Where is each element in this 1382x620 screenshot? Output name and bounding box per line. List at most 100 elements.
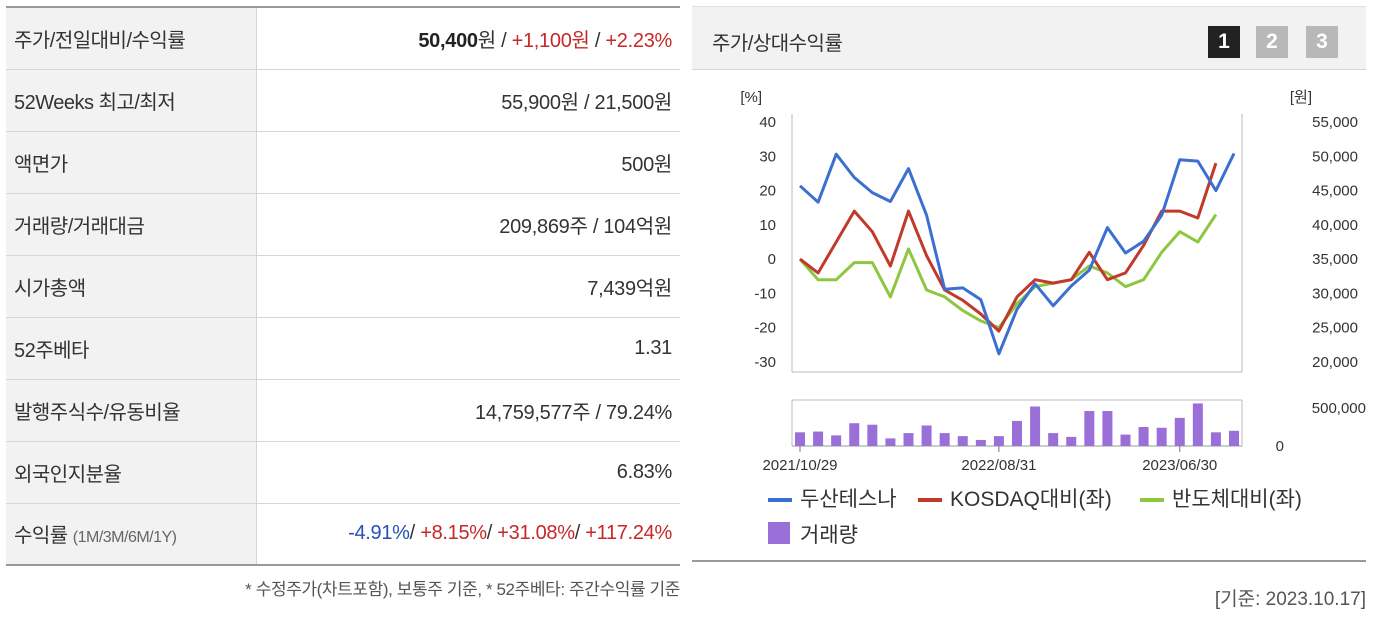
info-row-value: 50,400원 / +1,100원 / +2.23% xyxy=(256,7,680,69)
chart-panel: 주가/상대수익률 1 2 3 xyxy=(692,6,1366,562)
volume-bar xyxy=(885,438,896,446)
value-part: -4.91% xyxy=(348,522,410,545)
legend-semiconductor-label: 반도체대비(좌) xyxy=(1172,488,1302,511)
value-part: 14,759,577주 / 79.24% xyxy=(475,401,672,424)
left-tick-label: -30 xyxy=(754,354,776,371)
info-row-value: 7,439억원 xyxy=(256,255,680,317)
value-part: / xyxy=(486,522,498,545)
legend-stock-label: 두산테스나 xyxy=(800,488,897,511)
value-part: 원 / xyxy=(477,29,512,52)
stock-info-table: 주가/전일대비/수익률 50,400원 / +1,100원 / +2.23% 52W… xyxy=(6,6,680,566)
volume-bar xyxy=(1012,420,1022,446)
row-label-text: 주가/전일대비/수익률 xyxy=(14,29,186,52)
info-row: 52주베타 1.31 xyxy=(6,317,680,379)
value-part: 7,439억원 xyxy=(587,277,672,300)
value-part: 50,400 xyxy=(418,29,478,52)
info-row-label: 거래량/거래대금 xyxy=(6,193,257,255)
volume-bar xyxy=(1156,427,1167,446)
info-row: 발행주식수/유동비율 14,759,577주 / 79.24% xyxy=(6,379,680,441)
value-part: 6.83% xyxy=(616,460,673,483)
volume-bar xyxy=(849,423,860,446)
info-row-label: 시가총액 xyxy=(6,255,257,317)
volume-bar xyxy=(867,424,878,446)
info-table-body: 주가/전일대비/수익률 50,400원 / +1,100원 / +2.23% 52W… xyxy=(6,7,680,565)
page-2-button[interactable]: 2 xyxy=(1256,26,1288,58)
chart-panel-header: 주가/상대수익률 1 2 3 xyxy=(692,6,1366,70)
value-part: / xyxy=(589,29,606,52)
info-row-value: 14,759,577주 / 79.24% xyxy=(256,379,680,441)
kosdaq-relative-line xyxy=(799,162,1218,333)
row-label-text: 외국인지분율 xyxy=(14,463,122,486)
chart-panel-title: 주가/상대수익률 xyxy=(712,33,843,55)
left-tick-label: 40 xyxy=(759,114,776,131)
volume-tick-label: 0 xyxy=(1276,438,1284,455)
left-tick-label: 0 xyxy=(768,251,776,268)
volume-bar xyxy=(939,433,950,446)
page-1-button[interactable]: 1 xyxy=(1208,26,1240,58)
info-row-value: -4.91%/ +8.15%/ +31.08%/ +117.24% xyxy=(256,503,680,565)
volume-bar xyxy=(903,433,914,446)
left-tick-label: -10 xyxy=(754,285,776,302)
row-label-text: 액면가 xyxy=(14,153,68,176)
info-row: 52Weeks 최고/최저 55,900원 / 21,500원 xyxy=(6,69,680,131)
volume-bar xyxy=(975,439,986,446)
value-part: +8.15% xyxy=(420,522,487,545)
info-row-label: 액면가 xyxy=(6,131,257,193)
info-row: 주가/전일대비/수익률 50,400원 / +1,100원 / +2.23% xyxy=(6,7,680,69)
right-tick-label: 20,000 xyxy=(1312,354,1358,371)
volume-bar xyxy=(795,432,805,446)
left-tick-label: -20 xyxy=(754,320,776,337)
right-tick-label: 50,000 xyxy=(1312,148,1358,165)
volume-bar xyxy=(1174,417,1185,446)
price-relative-return-chart: [%] [원] 40 30 20 10 0 -10 -20 -30 55,000 50,000 45,0… xyxy=(740,89,1366,547)
volume-bar xyxy=(1229,430,1239,446)
left-tick-label: 20 xyxy=(759,183,776,200)
volume-tick-label: 500,000 xyxy=(1312,400,1366,417)
volume-bar xyxy=(1192,403,1203,446)
right-tick-label: 35,000 xyxy=(1312,251,1358,268)
row-label-sub: (1M/3M/6M/1Y) xyxy=(72,529,177,547)
volume-bar xyxy=(831,435,842,446)
right-tick-label: 40,000 xyxy=(1312,217,1358,234)
value-part: +117.24% xyxy=(585,522,672,545)
value-part: +1,100원 xyxy=(511,29,590,52)
x-tick-label: 2021/10/29 xyxy=(762,457,837,474)
legend-kosdaq-label: KOSDAQ대비(좌) xyxy=(950,488,1112,511)
volume-bar xyxy=(1048,433,1059,446)
stock-price-line xyxy=(798,152,1236,356)
volume-bar xyxy=(813,431,824,446)
info-row: 액면가 500원 xyxy=(6,131,680,193)
right-tick-label: 30,000 xyxy=(1312,285,1358,302)
volume-bar xyxy=(1210,432,1221,446)
info-row: 시가총액 7,439억원 xyxy=(6,255,680,317)
info-row-label: 발행주식수/유동비율 xyxy=(6,379,257,441)
right-tick-label: 45,000 xyxy=(1312,183,1358,200)
value-part: 55,900원 / 21,500원 xyxy=(501,91,672,114)
info-row-value: 209,869주 / 104억원 xyxy=(256,193,680,255)
volume-bar xyxy=(1084,411,1095,446)
value-part: +2.23% xyxy=(605,29,672,52)
volume-bar xyxy=(1066,436,1077,446)
x-tick-label: 2022/08/31 xyxy=(961,457,1036,474)
base-date: [기준: 2023.10.17] xyxy=(1214,589,1366,610)
semiconductor-relative-line xyxy=(798,213,1218,330)
info-row-label: 52Weeks 최고/최저 xyxy=(6,69,257,131)
info-row-label: 수익률 (1M/3M/6M/1Y) xyxy=(6,503,257,565)
info-row-label: 외국인지분율 xyxy=(6,441,257,503)
legend-volume-label: 거래량 xyxy=(800,524,858,547)
left-tick-label: 30 xyxy=(759,148,776,165)
info-row-value: 55,900원 / 21,500원 xyxy=(256,69,680,131)
row-label-text: 52주베타 xyxy=(14,339,89,362)
row-label-text: 52Weeks 최고/최저 xyxy=(14,91,176,114)
page-3-button[interactable]: 3 xyxy=(1306,26,1338,58)
info-row-label: 주가/전일대비/수익률 xyxy=(6,7,257,69)
value-part: 500원 xyxy=(621,153,672,176)
volume-bar xyxy=(957,436,968,446)
volume-bar xyxy=(1120,434,1131,446)
left-axis-unit: [%] xyxy=(740,89,762,106)
value-part: 1.31 xyxy=(634,336,672,359)
info-row: 수익률 (1M/3M/6M/1Y) -4.91%/ +8.15%/ +31.08%… xyxy=(6,503,680,565)
info-row: 거래량/거래대금 209,869주 / 104억원 xyxy=(6,193,680,255)
row-label-text: 거래량/거래대금 xyxy=(14,215,145,238)
info-row-value: 500원 xyxy=(256,131,680,193)
